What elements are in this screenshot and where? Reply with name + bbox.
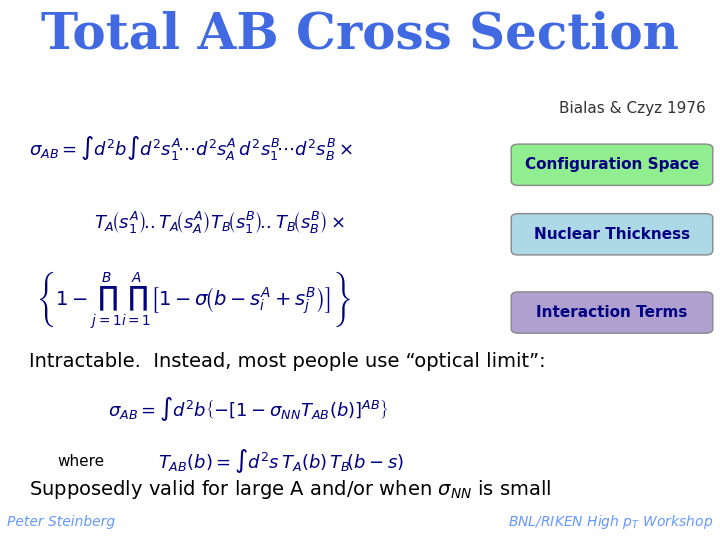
Text: $T_A\!\left(s_1^A\right)\!.\!.T_A\!\left(s_A^A\right)T_B\!\left(s_1^B\right)\!.\: $T_A\!\left(s_1^A\right)\!.\!.T_A\!\left… — [94, 210, 345, 235]
Text: Peter Steinberg: Peter Steinberg — [7, 516, 115, 529]
Text: Supposedly valid for large A and/or when $\sigma_{NN}$ is small: Supposedly valid for large A and/or when… — [29, 477, 551, 501]
Text: BNL/RIKEN High $p_T$ Workshop: BNL/RIKEN High $p_T$ Workshop — [508, 514, 713, 531]
Text: Configuration Space: Configuration Space — [525, 157, 699, 172]
Text: $\sigma_{AB} = \int d^2b\left\{-\left[1 - \sigma_{NN} T_{AB}(b)\right]^{AB}\righ: $\sigma_{AB} = \int d^2b\left\{-\left[1 … — [108, 395, 388, 423]
Text: Bialas & Czyz 1976: Bialas & Czyz 1976 — [559, 100, 706, 116]
Text: $\sigma_{AB} = \int d^2b \int d^2s_1^A\!\cdots d^2s_A^A\,d^2s_1^B\!\cdots d^2s_B: $\sigma_{AB} = \int d^2b \int d^2s_1^A\!… — [29, 134, 353, 163]
Text: Intractable.  Instead, most people use “optical limit”:: Intractable. Instead, most people use “o… — [29, 352, 546, 371]
Text: Nuclear Thickness: Nuclear Thickness — [534, 227, 690, 241]
FancyBboxPatch shape — [511, 144, 713, 185]
FancyBboxPatch shape — [511, 292, 713, 333]
Text: where: where — [58, 454, 104, 469]
Text: $T_{AB}(b) = \int d^2s\, T_A(b)\, T_B\!\left(b - s\right)$: $T_{AB}(b) = \int d^2s\, T_A(b)\, T_B\!\… — [158, 448, 405, 475]
Text: Total AB Cross Section: Total AB Cross Section — [41, 11, 679, 59]
Text: Interaction Terms: Interaction Terms — [536, 305, 688, 320]
FancyBboxPatch shape — [511, 214, 713, 255]
Text: $\left\{1 - \prod_{j=1}^{B}\prod_{i=1}^{A}\left[1 - \sigma\!\left(b - s_i^A + s_: $\left\{1 - \prod_{j=1}^{B}\prod_{i=1}^{… — [36, 270, 351, 332]
